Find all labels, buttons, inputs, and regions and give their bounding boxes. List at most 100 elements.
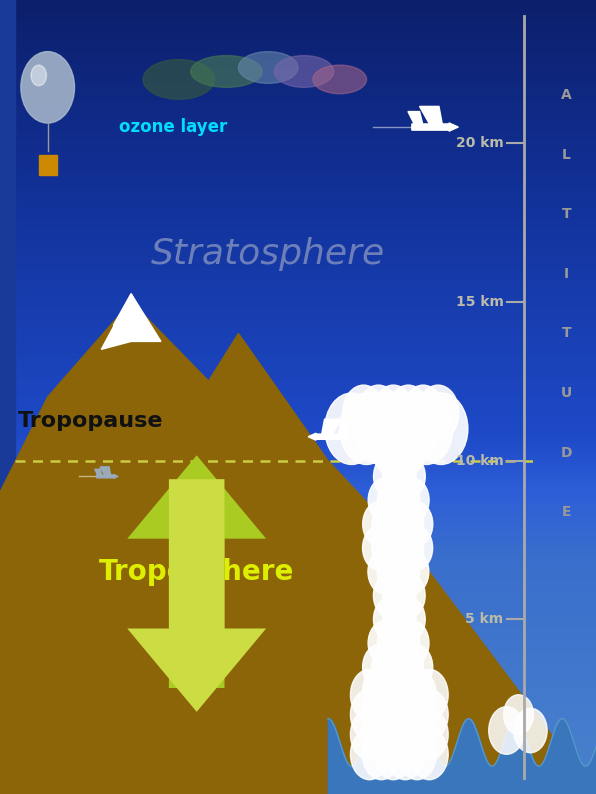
Circle shape — [410, 709, 448, 760]
Circle shape — [392, 573, 425, 618]
Bar — [0, 0, 15, 794]
Ellipse shape — [191, 56, 262, 87]
Polygon shape — [101, 294, 161, 349]
Text: 20 km: 20 km — [456, 136, 504, 150]
Circle shape — [392, 597, 425, 642]
Circle shape — [514, 708, 547, 753]
Text: T: T — [561, 326, 571, 341]
Circle shape — [325, 393, 378, 464]
Circle shape — [362, 669, 396, 713]
Circle shape — [417, 385, 459, 441]
Circle shape — [350, 729, 389, 780]
FancyArrow shape — [97, 475, 118, 478]
Circle shape — [350, 709, 389, 760]
Circle shape — [362, 669, 401, 720]
Circle shape — [358, 385, 399, 441]
Circle shape — [374, 597, 407, 642]
Text: 5 km: 5 km — [465, 612, 504, 626]
Circle shape — [399, 645, 433, 689]
Circle shape — [410, 689, 448, 740]
Circle shape — [390, 502, 424, 546]
Circle shape — [396, 621, 429, 665]
Text: L: L — [562, 148, 570, 162]
Text: T: T — [561, 207, 571, 222]
Circle shape — [383, 597, 416, 642]
Circle shape — [399, 393, 453, 464]
Circle shape — [383, 573, 416, 618]
Circle shape — [350, 689, 389, 740]
Ellipse shape — [313, 65, 367, 94]
Circle shape — [386, 729, 424, 780]
Circle shape — [374, 454, 407, 499]
Circle shape — [390, 669, 424, 713]
Polygon shape — [408, 111, 423, 127]
Circle shape — [381, 502, 414, 546]
Circle shape — [387, 478, 420, 522]
Circle shape — [362, 645, 396, 689]
Circle shape — [398, 669, 436, 720]
Circle shape — [386, 621, 420, 665]
Circle shape — [390, 645, 424, 689]
Circle shape — [399, 526, 433, 570]
Text: 10 km: 10 km — [456, 453, 504, 468]
Text: 15 km: 15 km — [456, 295, 504, 309]
Polygon shape — [100, 467, 111, 476]
Circle shape — [372, 385, 414, 441]
Circle shape — [377, 692, 411, 737]
Circle shape — [383, 454, 416, 499]
Circle shape — [374, 669, 412, 720]
Circle shape — [396, 549, 429, 594]
Polygon shape — [95, 469, 102, 476]
Circle shape — [362, 729, 401, 780]
Circle shape — [31, 65, 46, 86]
Circle shape — [374, 709, 412, 760]
Text: ozone layer: ozone layer — [119, 118, 228, 136]
Polygon shape — [321, 419, 341, 437]
Circle shape — [386, 692, 420, 737]
Circle shape — [398, 689, 436, 740]
FancyArrow shape — [308, 434, 347, 440]
Circle shape — [386, 709, 424, 760]
Circle shape — [377, 478, 411, 522]
Circle shape — [396, 478, 429, 522]
Ellipse shape — [274, 56, 334, 87]
Circle shape — [372, 669, 405, 713]
Circle shape — [363, 502, 396, 546]
Circle shape — [384, 393, 438, 464]
Circle shape — [377, 549, 411, 594]
Circle shape — [372, 502, 405, 546]
Circle shape — [383, 430, 416, 475]
Circle shape — [374, 729, 412, 780]
Circle shape — [392, 454, 426, 499]
Circle shape — [374, 573, 407, 618]
Circle shape — [21, 52, 74, 123]
Circle shape — [368, 621, 402, 665]
Text: E: E — [561, 505, 571, 519]
Circle shape — [368, 692, 401, 737]
Text: Tropopause: Tropopause — [18, 410, 163, 431]
Text: U: U — [561, 386, 572, 400]
Circle shape — [387, 385, 429, 441]
Circle shape — [390, 526, 424, 570]
Circle shape — [410, 669, 448, 720]
Text: I: I — [564, 267, 569, 281]
Circle shape — [402, 385, 444, 441]
Circle shape — [362, 709, 401, 760]
Circle shape — [399, 669, 433, 713]
Circle shape — [396, 692, 429, 737]
Circle shape — [374, 689, 412, 740]
Circle shape — [381, 669, 414, 713]
Text: Stratosphere: Stratosphere — [151, 237, 386, 271]
Circle shape — [368, 549, 401, 594]
Circle shape — [392, 430, 425, 475]
Circle shape — [399, 502, 433, 546]
Text: Troposphere: Troposphere — [99, 557, 294, 586]
Circle shape — [355, 393, 408, 464]
Polygon shape — [420, 106, 443, 127]
Circle shape — [504, 695, 533, 734]
Circle shape — [398, 729, 436, 780]
Circle shape — [414, 393, 468, 464]
Polygon shape — [113, 294, 149, 326]
Circle shape — [381, 526, 414, 570]
Circle shape — [373, 430, 406, 475]
